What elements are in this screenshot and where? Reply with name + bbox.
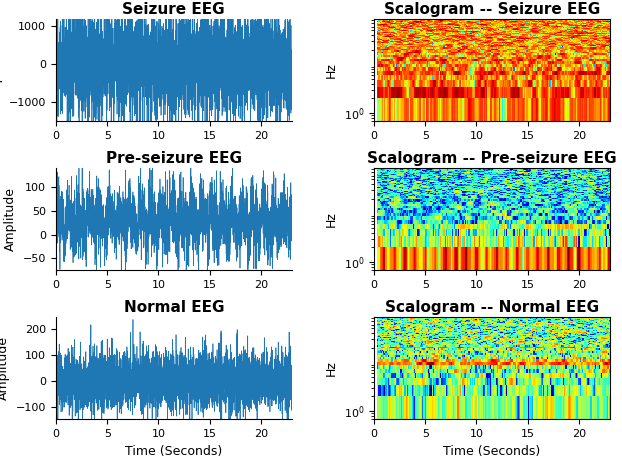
Title: Scalogram -- Seizure EEG: Scalogram -- Seizure EEG [384,2,600,17]
X-axis label: Time (Seconds): Time (Seconds) [125,445,223,458]
Y-axis label: Amplitude: Amplitude [4,187,17,251]
X-axis label: Time (Seconds): Time (Seconds) [443,445,541,458]
Title: Scalogram -- Pre-seizure EEG: Scalogram -- Pre-seizure EEG [367,151,616,166]
Y-axis label: Amplitude: Amplitude [0,38,3,102]
Y-axis label: Hz: Hz [325,360,338,376]
Title: Pre-seizure EEG: Pre-seizure EEG [106,151,242,166]
Y-axis label: Hz: Hz [325,62,338,78]
Y-axis label: Amplitude: Amplitude [0,336,11,400]
Title: Seizure EEG: Seizure EEG [123,2,225,17]
Title: Normal EEG: Normal EEG [124,301,224,315]
Y-axis label: Hz: Hz [325,211,338,227]
Title: Scalogram -- Normal EEG: Scalogram -- Normal EEG [385,301,599,315]
